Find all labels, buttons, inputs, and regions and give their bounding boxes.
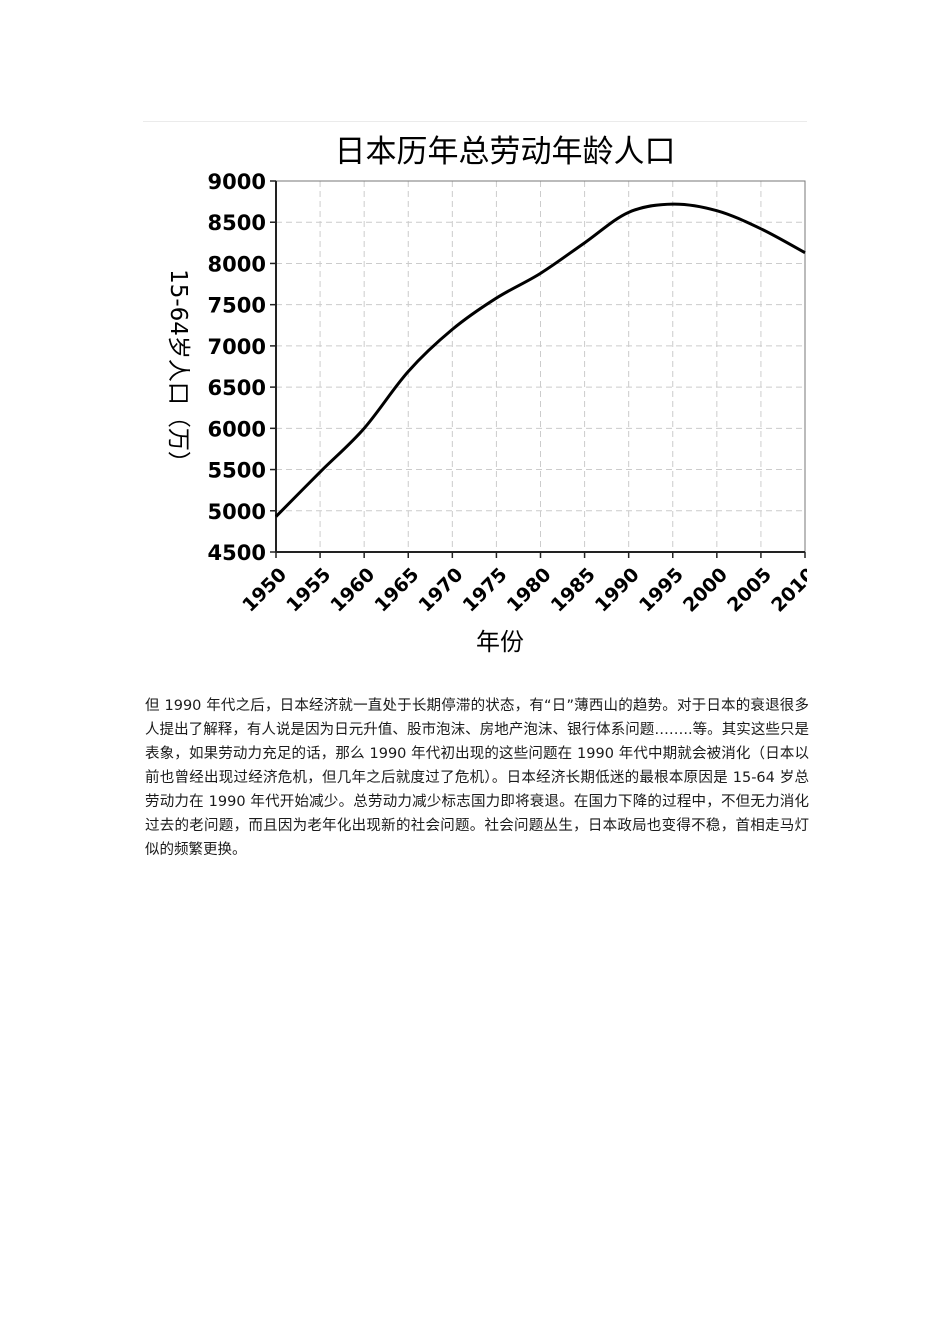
x-tick-label: 1960 (326, 564, 379, 617)
divider (143, 121, 807, 122)
x-tick-label: 1975 (459, 564, 512, 617)
y-tick-label: 5000 (208, 500, 266, 524)
article-paragraph: 但 1990 年代之后，日本经济就一直处于长期停滞的状态，有“日”薄西山的趋势。… (145, 698, 809, 858)
x-tick-label: 2010 (767, 564, 807, 617)
y-tick-label: 4500 (208, 541, 266, 565)
y-axis-label: 15-64岁人口（万） (165, 269, 191, 474)
x-tick-label: 1995 (635, 564, 688, 617)
chart-grid (276, 181, 805, 552)
y-tick-label: 5500 (208, 459, 266, 483)
y-tick-label: 7000 (208, 335, 266, 359)
x-tick-label: 1950 (238, 564, 291, 617)
x-axis-ticks: 1950195519601965197019751980198519901995… (238, 552, 807, 617)
x-tick-label: 1980 (503, 564, 556, 617)
series-line (274, 202, 806, 518)
y-axis-ticks: 4500 5000 5500 6000 6500 7000 7500 8000 8500 9000 (208, 170, 276, 565)
y-tick-label: 8500 (208, 211, 266, 235)
x-tick-label: 1955 (282, 564, 335, 617)
chart-title: 日本历年总劳动年龄人口 (335, 134, 676, 170)
y-tick-label: 7500 (208, 294, 266, 318)
x-tick-label: 1965 (370, 564, 423, 617)
y-tick-label: 6000 (208, 417, 266, 441)
y-tick-label: 9000 (208, 170, 266, 194)
x-tick-label: 1990 (591, 564, 644, 617)
y-tick-label: 6500 (208, 376, 266, 400)
y-tick-label: 8000 (208, 252, 266, 276)
x-tick-label: 2005 (723, 564, 776, 617)
labor-population-chart: 日本历年总劳动年龄人口 4500 5000 5500 6000 6500 7000 7500… (165, 134, 807, 656)
x-tick-label: 1985 (547, 564, 600, 617)
x-tick-label: 1970 (415, 564, 468, 617)
x-axis-label: 年份 (476, 628, 524, 656)
x-tick-label: 2000 (679, 564, 732, 617)
